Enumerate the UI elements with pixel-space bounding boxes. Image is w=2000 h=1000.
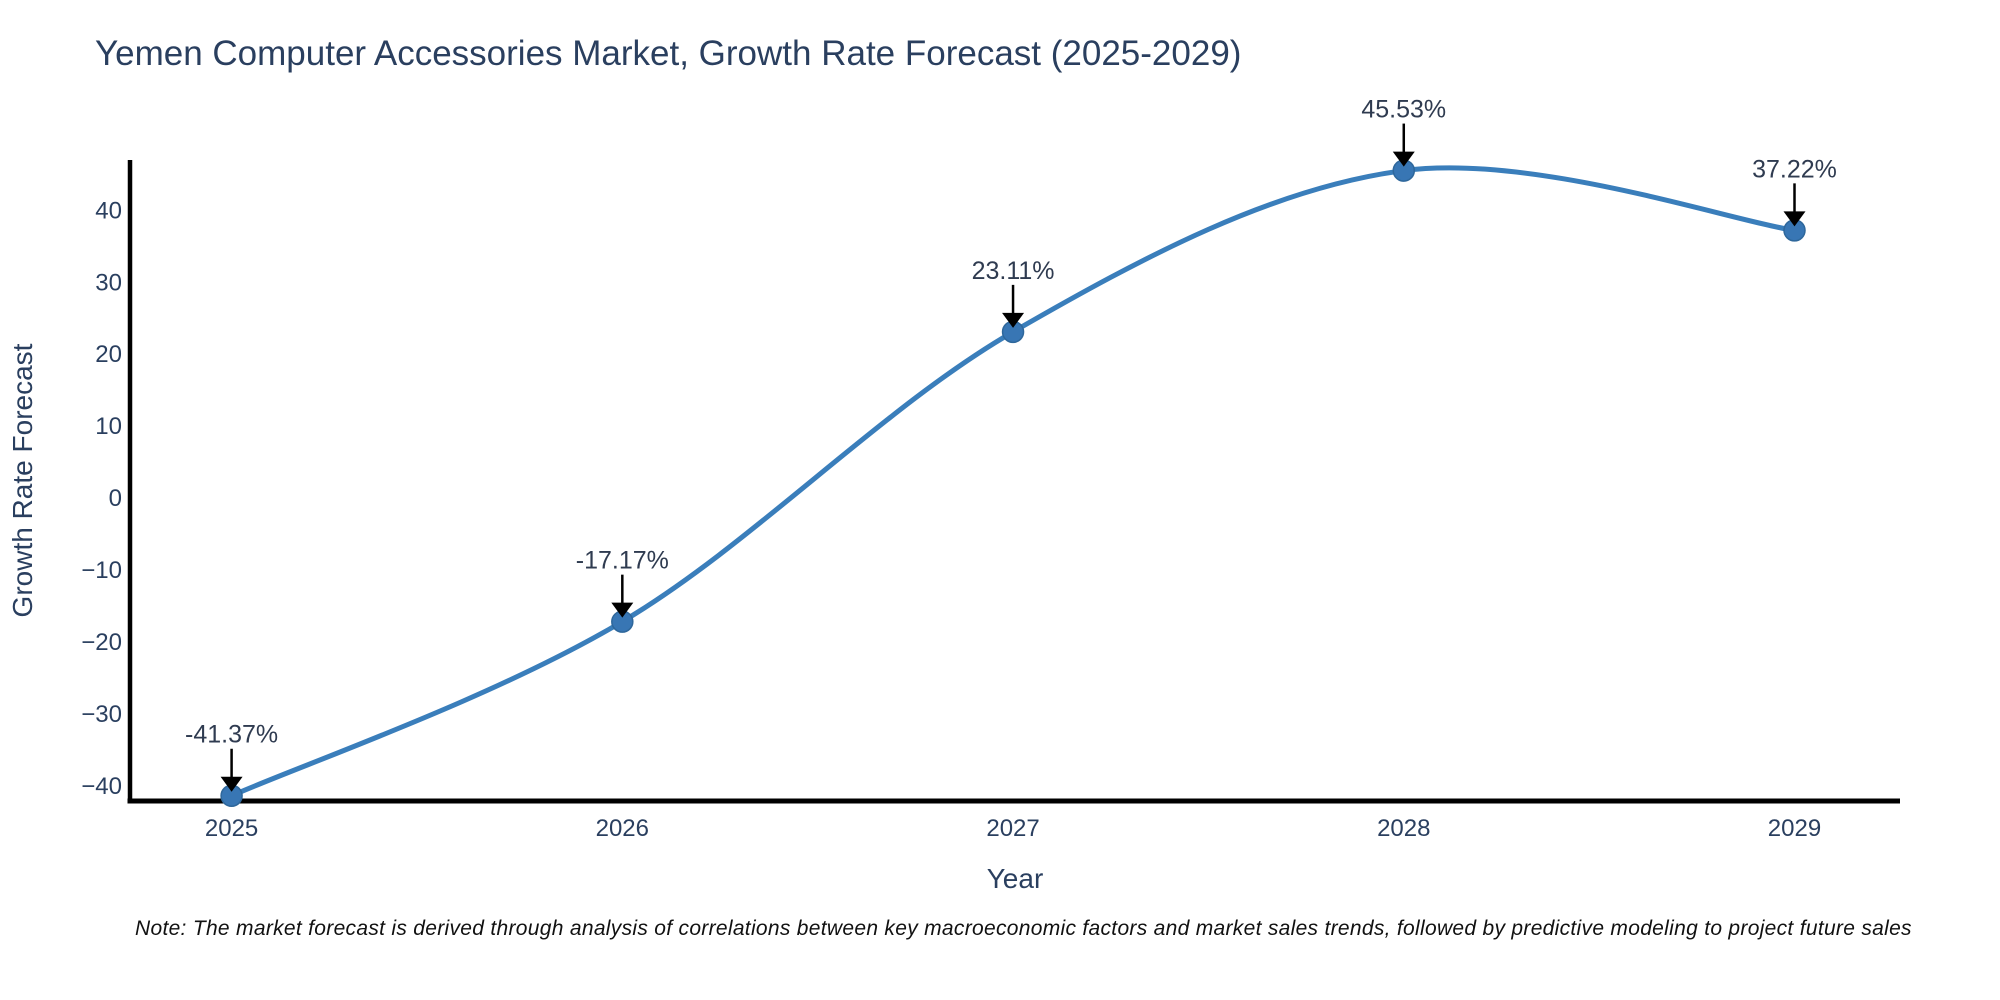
annotation-label: 23.11%	[972, 257, 1055, 285]
x-tick-label: 2028	[1377, 815, 1430, 842]
y-tick-label: 40	[95, 197, 122, 224]
y-axis-title: Growth Rate Forecast	[7, 343, 38, 617]
annotation-label: 37.22%	[1752, 155, 1837, 183]
y-tick-label: −40	[81, 773, 122, 800]
y-tick-label: 30	[95, 269, 122, 296]
annotation-arrow-head	[611, 602, 634, 618]
y-tick-label: 10	[95, 413, 122, 440]
chart-title: Yemen Computer Accessories Market, Growt…	[95, 34, 1242, 73]
x-tick-label: 2026	[596, 815, 649, 842]
x-tick-label: 2029	[1768, 815, 1821, 842]
annotation-arrow-head	[220, 776, 243, 792]
annotation-label: -17.17%	[576, 547, 669, 575]
y-tick-label: −10	[81, 557, 122, 584]
annotation-arrow-head	[1002, 312, 1025, 328]
annotation-label: 45.53%	[1361, 96, 1446, 124]
x-tick-label: 2027	[986, 815, 1039, 842]
y-tick-label: 20	[95, 341, 122, 368]
annotation-arrow-head	[1783, 211, 1806, 227]
annotation-label: -41.37%	[185, 721, 278, 749]
footnote: Note: The market forecast is derived thr…	[135, 917, 1912, 940]
x-axis-title: Year	[987, 863, 1044, 894]
y-tick-label: 0	[109, 485, 122, 512]
y-tick-label: −20	[81, 629, 122, 656]
annotation-arrow-head	[1392, 151, 1415, 167]
x-tick-label: 2025	[205, 815, 258, 842]
y-tick-label: −30	[81, 701, 122, 728]
